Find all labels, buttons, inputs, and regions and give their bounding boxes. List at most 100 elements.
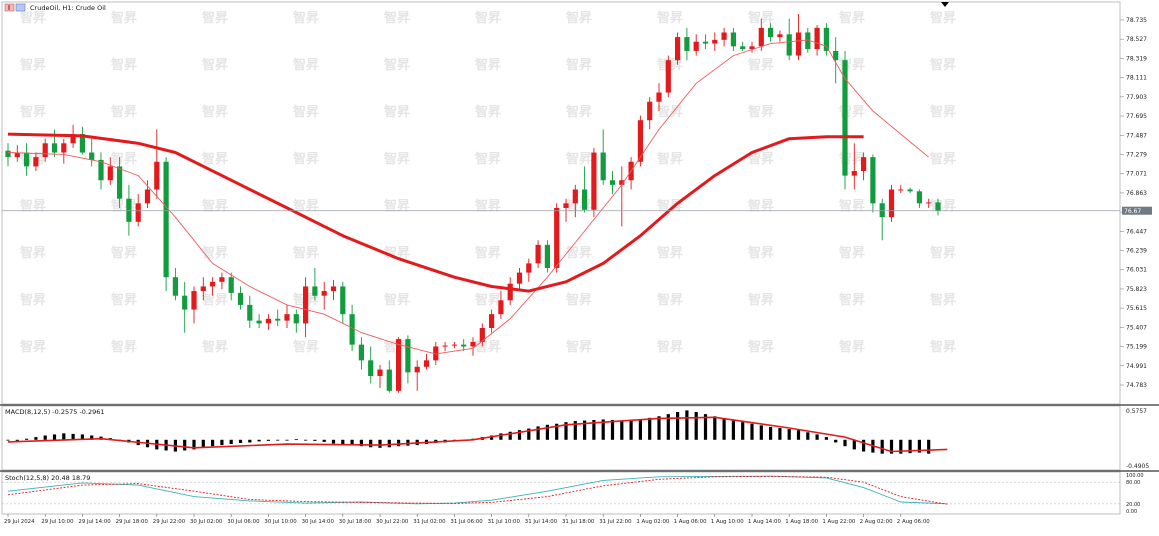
watermark-text: 智昇	[293, 10, 319, 26]
watermark-text: 智昇	[839, 292, 865, 308]
time-tick-label: 30 Jul 18:00	[339, 519, 372, 525]
candle-body	[340, 286, 346, 315]
macd-histogram-bar	[257, 439, 261, 442]
candle-body	[396, 339, 402, 391]
candle-body	[609, 180, 616, 185]
macd-histogram-bar	[192, 439, 196, 450]
candle-body	[470, 341, 476, 347]
macd-histogram-bar	[545, 424, 549, 440]
macd-histogram-bar	[917, 439, 921, 453]
macd-histogram-bar	[211, 439, 215, 447]
price-tick-label: 78.735	[1126, 17, 1147, 24]
candle-body	[200, 286, 206, 292]
macd-histogram-bar	[331, 439, 336, 444]
watermark-text: 智昇	[384, 151, 410, 167]
time-tick-label: 2 Aug 02:00	[860, 519, 893, 525]
candle-body	[228, 277, 234, 293]
stoch-tick-label: 80.00	[1126, 480, 1140, 486]
shift-marker-icon[interactable]	[941, 2, 949, 7]
candle-body	[24, 152, 30, 167]
candle-body	[107, 166, 113, 181]
watermark-text: 智昇	[566, 104, 592, 120]
watermark-text: 智昇	[202, 339, 228, 355]
price-axis: 78.735 78.527 78.319 78.111 77.903 77.695 77.4…	[1120, 17, 1147, 389]
macd-histogram-bar	[731, 420, 735, 440]
price-tick-label: 78.527	[1126, 36, 1147, 43]
macd-histogram-bar	[34, 437, 38, 440]
candle-body	[907, 189, 913, 192]
price-tick-label: 77.695	[1126, 113, 1147, 120]
watermark-text: 智昇	[20, 245, 46, 261]
watermark-text: 智昇	[930, 10, 956, 26]
candle-body	[312, 286, 318, 296]
time-tick-label: 31 Jul 10:00	[488, 519, 521, 525]
macd-histogram-bar	[62, 433, 66, 440]
watermark-text: 智昇	[657, 292, 683, 308]
candle-body	[879, 203, 885, 218]
candle-body	[247, 304, 253, 321]
macd-histogram-bar	[583, 420, 587, 440]
candle-body	[833, 50, 839, 61]
fast-moving-average-line	[7, 39, 929, 355]
macd-histogram-bar	[90, 435, 94, 440]
candle-body	[712, 39, 718, 44]
watermark-text: 智昇	[20, 198, 46, 214]
watermark-text: 智昇	[657, 245, 683, 261]
price-tick-label: 76.239	[1126, 248, 1147, 255]
stoch-label: Stoch(12,5,8) 20.48 18.79	[5, 474, 90, 482]
candles	[5, 13, 941, 393]
watermark-text: 智昇	[930, 292, 956, 308]
watermark-text: 智昇	[930, 245, 956, 261]
candle-body	[656, 92, 662, 102]
watermark-text: 智昇	[566, 57, 592, 73]
watermark-text: 智昇	[566, 292, 592, 308]
candle-body	[591, 152, 597, 210]
symbol-label: CrudeOil, H1: Crude Oil	[30, 4, 106, 12]
watermark-text: 智昇	[566, 10, 592, 26]
candle-body	[33, 157, 39, 167]
watermark-text: 智昇	[475, 339, 501, 355]
price-tick-label: 76.031	[1126, 267, 1147, 274]
watermark-text: 智昇	[293, 57, 319, 73]
candle-body	[600, 152, 606, 181]
time-tick-label: 31 Jul 02:00	[413, 519, 446, 525]
watermark-text: 智昇	[384, 245, 410, 261]
candle-body	[702, 41, 709, 44]
time-tick-label: 1 Aug 18:00	[785, 519, 818, 525]
watermark-text: 智昇	[657, 339, 683, 355]
macd-histogram-bar	[676, 411, 680, 440]
candle-body	[572, 189, 578, 204]
macd-histogram-bar	[322, 439, 326, 442]
macd-histogram-bar	[666, 414, 670, 440]
watermark-text: 智昇	[202, 10, 228, 26]
macd-histogram-bar	[536, 426, 540, 440]
watermark-text: 智昇	[111, 245, 137, 261]
candle-body	[489, 314, 495, 329]
macd-histogram-bar	[601, 419, 605, 440]
watermark-text: 智昇	[839, 10, 865, 26]
macd-histogram-bar	[183, 439, 187, 451]
candle-body	[851, 171, 857, 176]
candle-body	[98, 159, 104, 181]
time-tick-label: 30 Jul 06:00	[227, 519, 260, 525]
macd-histogram-bar	[490, 435, 494, 440]
candle-body	[516, 272, 523, 284]
candle-body	[842, 60, 848, 176]
candle-body	[870, 157, 876, 204]
price-tick-label: 75.615	[1126, 305, 1147, 312]
watermark-text: 智昇	[20, 292, 46, 308]
macd-histogram-bar	[285, 439, 289, 441]
candle-body	[405, 339, 411, 373]
macd-tick-label: -0.4905	[1126, 463, 1149, 470]
candle-body	[61, 143, 67, 153]
watermark-text: 智昇	[566, 339, 592, 355]
candle-body	[368, 360, 374, 377]
candle-body	[79, 134, 85, 153]
candle-body	[451, 344, 457, 346]
watermark-text: 智昇	[748, 292, 774, 308]
time-tick-label: 1 Aug 22:00	[822, 519, 855, 525]
macd-histogram-bar	[564, 422, 568, 440]
time-axis: 29 Jul 2024 29 Jul 10:00 29 Jul 14:00 29 Ju…	[4, 514, 930, 525]
